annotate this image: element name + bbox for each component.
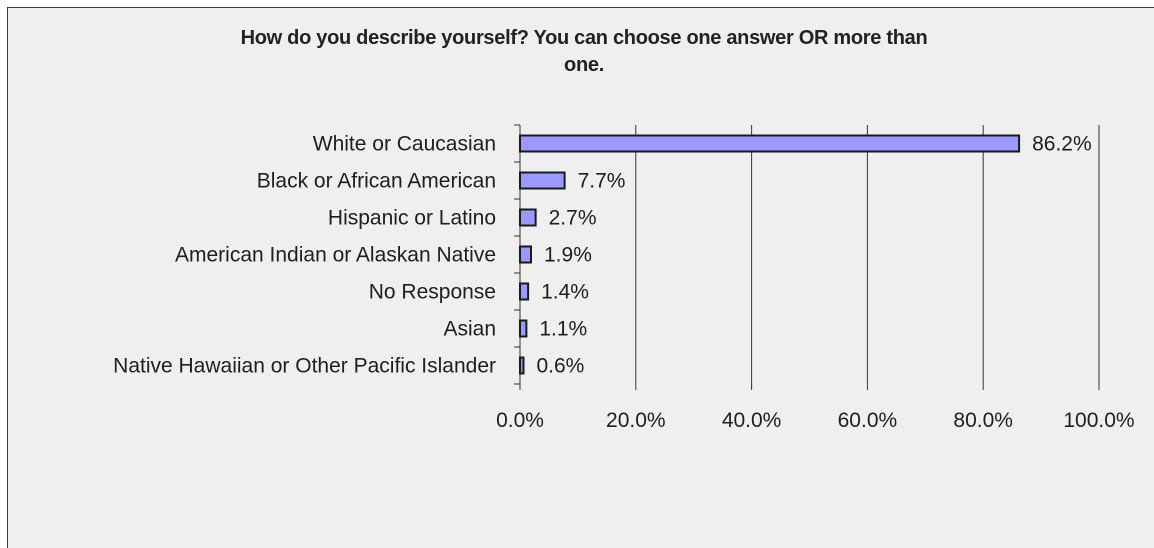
x-tick-label: 0.0%: [496, 409, 544, 432]
chart-title-line-1: How do you describe yourself? You can ch…: [240, 27, 928, 49]
data-label: 0.6%: [536, 355, 584, 378]
bar: [519, 356, 525, 375]
x-tick-label: 60.0%: [838, 409, 898, 432]
bar: [519, 134, 1021, 153]
bars: [519, 134, 1021, 375]
category-label: American Indian or Alaskan Native: [175, 244, 496, 267]
data-label: 1.9%: [544, 244, 592, 267]
x-tick-label: 40.0%: [722, 409, 782, 432]
x-tick-label: 20.0%: [606, 409, 666, 432]
category-label: Native Hawaiian or Other Pacific Islande…: [113, 355, 496, 378]
x-tick-label: 80.0%: [953, 409, 1013, 432]
category-label: Hispanic or Latino: [328, 207, 496, 230]
bar: [519, 319, 528, 338]
bar: [519, 245, 533, 264]
x-tick-label: 100.0%: [1063, 409, 1134, 432]
category-label: Asian: [443, 318, 496, 341]
category-label: Black or African American: [257, 170, 496, 193]
data-label: 7.7%: [578, 170, 626, 193]
data-label: 86.2%: [1032, 133, 1092, 156]
bar: [519, 171, 566, 190]
data-label: 2.7%: [549, 207, 597, 230]
axes: [514, 124, 1100, 390]
chart-title-line-2: one.: [564, 54, 604, 76]
data-label: 1.1%: [539, 318, 587, 341]
chart-title: How do you describe yourself? You can ch…: [0, 25, 1154, 79]
category-label: No Response: [369, 281, 496, 304]
category-label: White or Caucasian: [313, 133, 496, 156]
bar: [519, 282, 530, 301]
labels: 0.0% 20.0% 40.0% 60.0% 80.0% 100.0% White or C…: [113, 133, 1134, 433]
data-label: 1.4%: [541, 281, 589, 304]
chart-area: [7, 7, 1154, 548]
bar: [519, 208, 537, 227]
gridlines: [635, 125, 1100, 384]
